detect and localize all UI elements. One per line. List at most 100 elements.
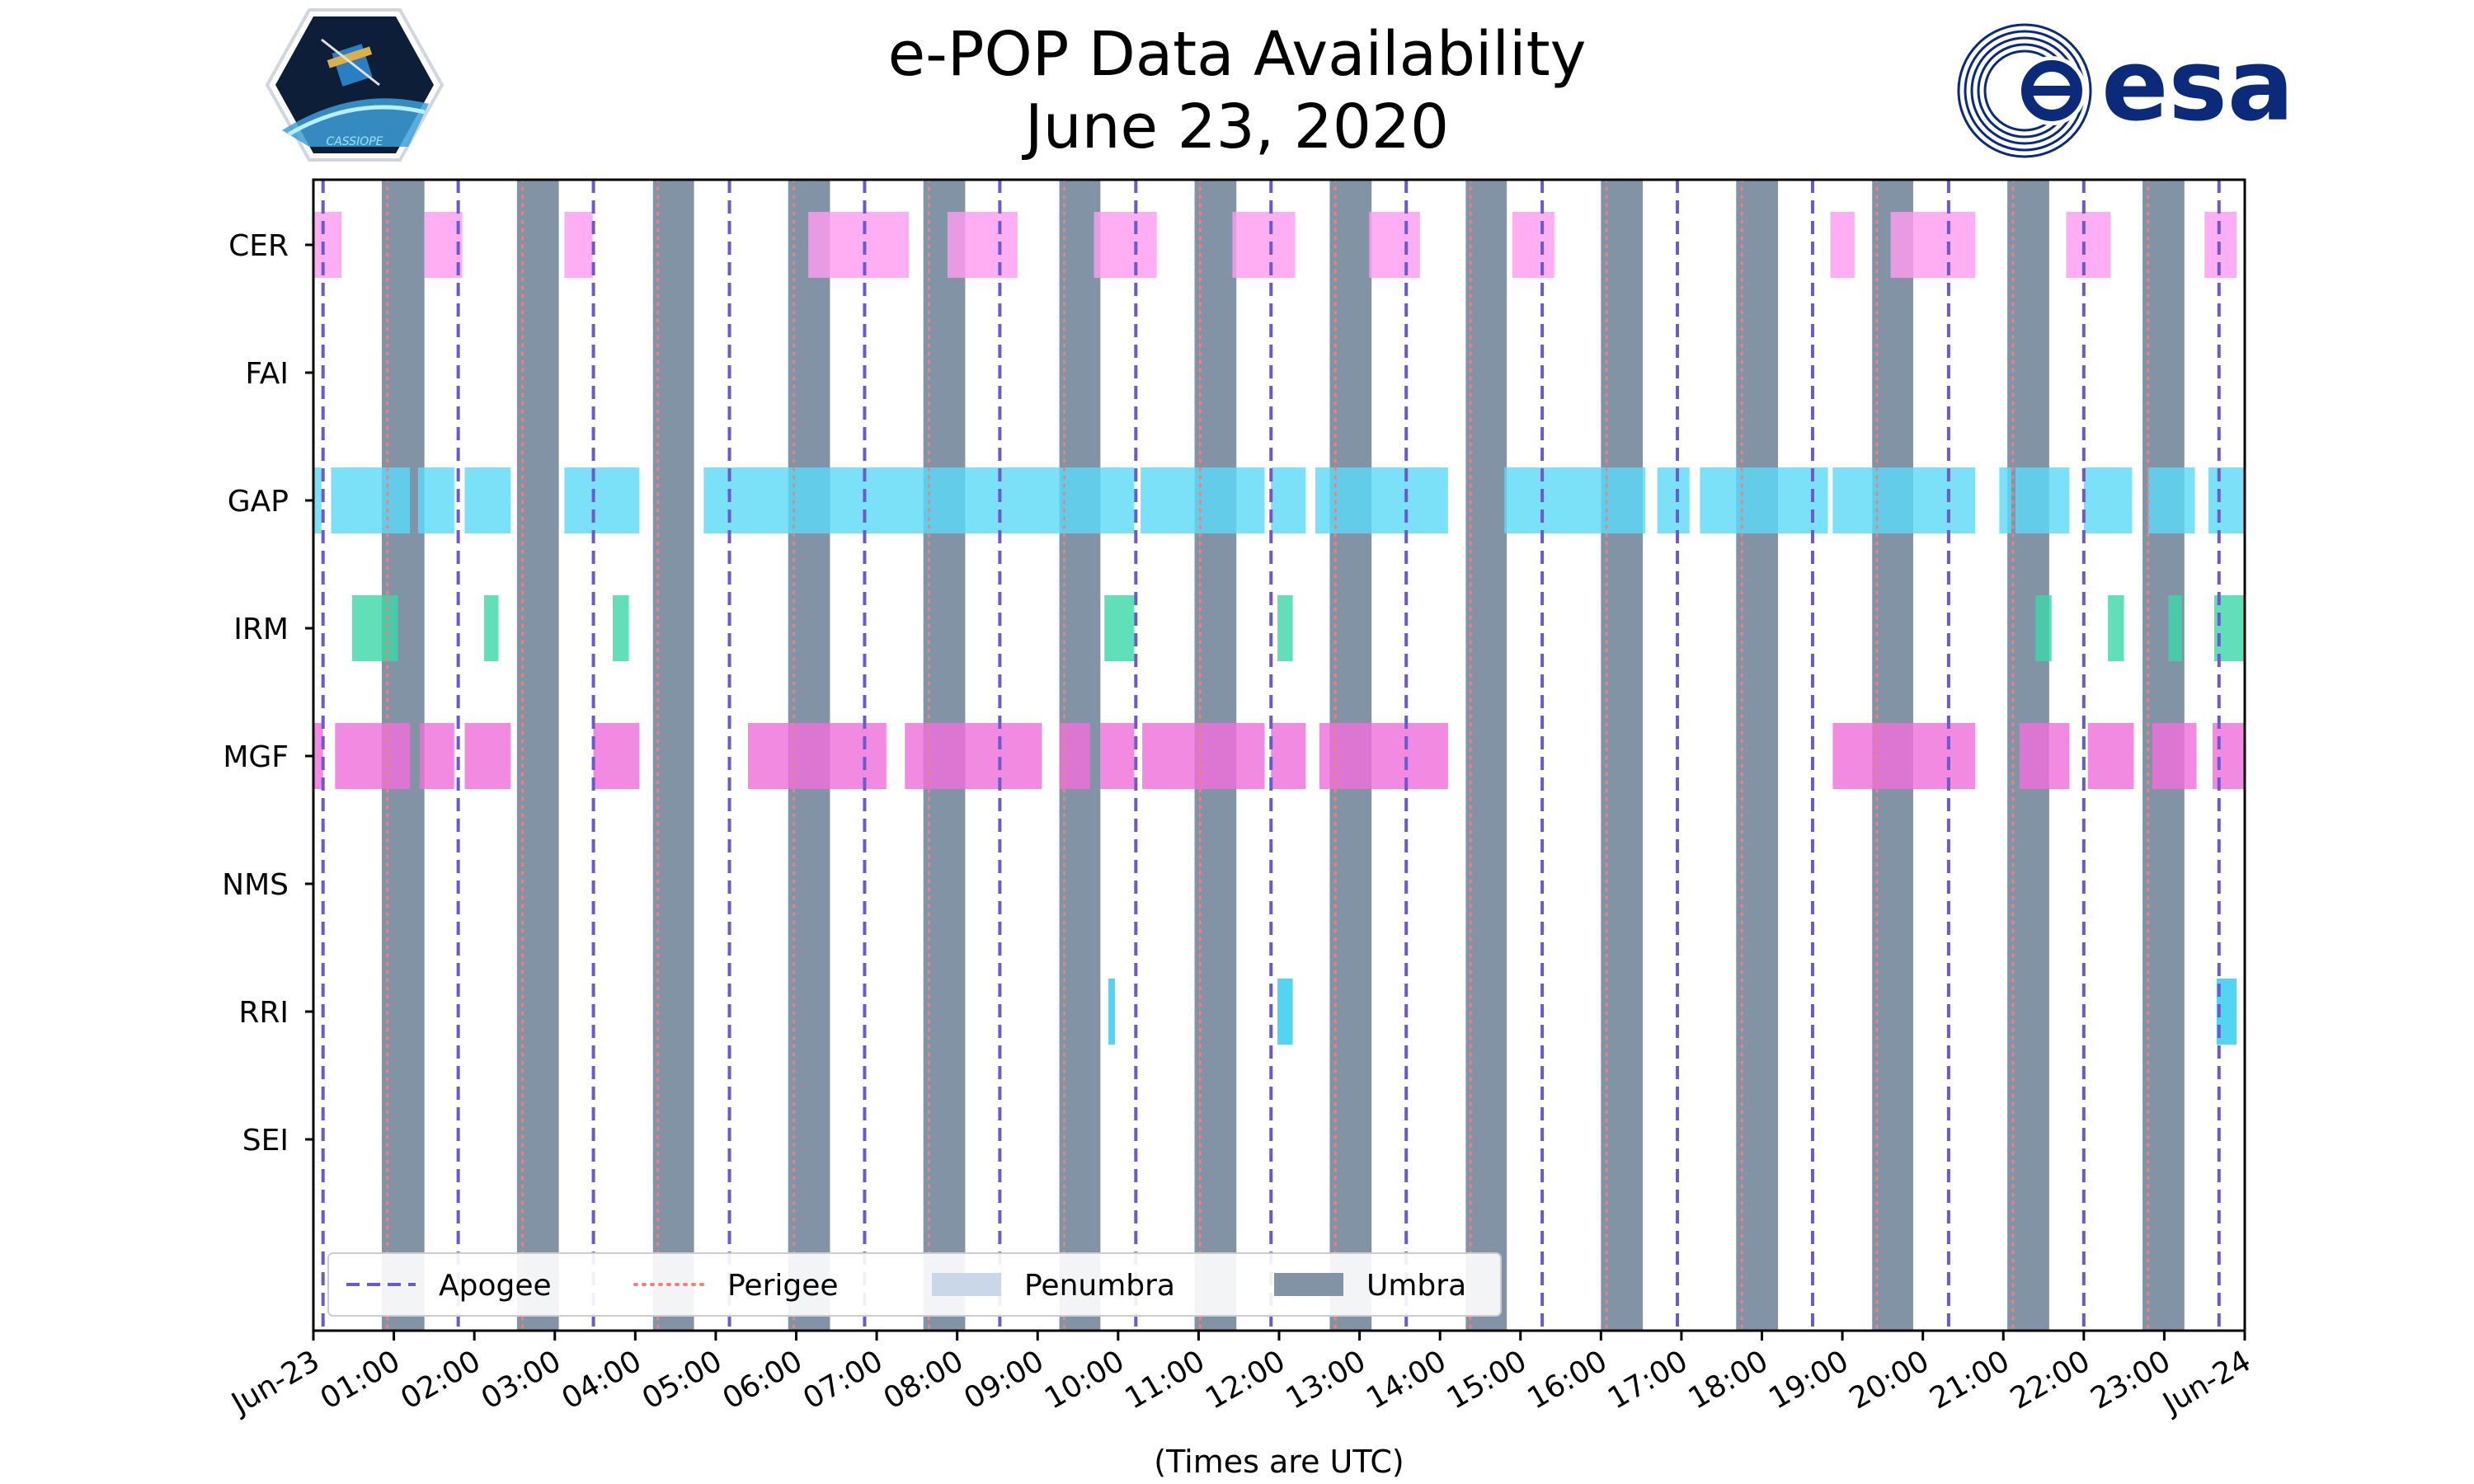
x-tick-label: 14:00	[1361, 1344, 1451, 1416]
availability-bar-irm	[2035, 595, 2052, 661]
y-tick-label: CER	[228, 229, 289, 263]
availability-bar-mgf	[593, 723, 640, 789]
availability-bar-cer	[1830, 212, 1855, 278]
x-tick-label: 09:00	[958, 1344, 1049, 1416]
availability-bar-irm	[1277, 595, 1293, 661]
availability-bar-cer	[1512, 212, 1554, 278]
x-tick-label: 23:00	[2086, 1344, 2176, 1416]
availability-bar-irm	[2108, 595, 2124, 661]
availability-bar-mgf	[419, 723, 454, 789]
availability-bar-irm	[2168, 595, 2182, 661]
availability-bar-cer	[1094, 212, 1157, 278]
umbra-band	[652, 180, 694, 1331]
legend-swatch-umbra	[1274, 1273, 1343, 1296]
availability-bar-mgf	[1142, 723, 1265, 789]
x-tick-label: 15:00	[1442, 1344, 1532, 1416]
legend-label-apogee: Apogee	[439, 1269, 552, 1303]
availability-bar-cer	[313, 212, 342, 278]
availability-bar-gap	[2147, 467, 2195, 533]
availability-bar-cer	[1232, 212, 1296, 278]
availability-bar-gap	[1141, 467, 1265, 533]
availability-bar-cer	[2066, 212, 2111, 278]
chart-title-block: e-POP Data Availability June 23, 2020	[0, 18, 2474, 163]
x-tick-label: 21:00	[1924, 1344, 2015, 1416]
x-tick-label: 11:00	[1120, 1344, 1211, 1416]
x-tick-label: 13:00	[1281, 1344, 1371, 1416]
x-tick-label: 04:00	[556, 1344, 647, 1416]
availability-bar-gap	[313, 467, 322, 533]
availability-bar-mgf	[2152, 723, 2197, 789]
availability-bar-gap	[2208, 467, 2245, 533]
availability-bar-gap	[1271, 467, 1306, 533]
availability-bar-irm	[2213, 595, 2245, 661]
availability-bar-cer	[1369, 212, 1420, 278]
availability-bar-gap	[2083, 467, 2133, 533]
x-tick-label: 05:00	[637, 1344, 727, 1416]
availability-bar-gap	[1700, 467, 1828, 533]
x-tick-label: 01:00	[315, 1344, 406, 1416]
x-axis: Jun-2301:0002:0003:0004:0005:0006:0007:0…	[225, 1331, 2257, 1421]
x-tick-label: 08:00	[878, 1344, 969, 1416]
x-tick-label: 06:00	[717, 1344, 808, 1416]
availability-bar-mgf	[905, 723, 1042, 789]
x-tick-label: 10:00	[1039, 1344, 1130, 1416]
y-tick-label: MGF	[223, 740, 289, 774]
availability-bar-cer	[1890, 212, 1976, 278]
availability-bar-cer	[564, 212, 593, 278]
chart-subtitle: June 23, 2020	[1024, 92, 1450, 162]
x-tick-label: 20:00	[1844, 1344, 1935, 1416]
availability-bar-mgf	[464, 723, 511, 789]
x-tick-label: 19:00	[1763, 1344, 1854, 1416]
availability-bar-gap	[1315, 467, 1448, 533]
umbra-band	[516, 180, 559, 1331]
y-tick-label: GAP	[228, 485, 289, 519]
availability-bar-cer	[947, 212, 1018, 278]
x-tick-label: Jun-23	[225, 1344, 326, 1421]
x-tick-label: 16:00	[1522, 1344, 1612, 1416]
esa-logo-text: esa	[2101, 29, 2294, 143]
availability-bar-gap	[331, 467, 411, 533]
availability-bar-rri	[1277, 979, 1293, 1045]
x-tick-label: 12:00	[1200, 1344, 1291, 1416]
umbra-band	[1736, 180, 1779, 1331]
y-tick-label: NMS	[222, 868, 289, 902]
availability-bar-gap	[1832, 467, 1976, 533]
availability-bar-irm	[351, 595, 398, 661]
availability-bar-gap	[1657, 467, 1690, 533]
legend: Apogee Perigee Penumbra Umbra	[327, 1252, 1502, 1317]
availability-bar-mgf	[1319, 723, 1448, 789]
cassiope-logo-text: CASSIOPE	[326, 135, 383, 148]
x-tick-label: 22:00	[2005, 1344, 2095, 1416]
umbra-band	[1465, 180, 1507, 1331]
availability-bar-irm	[483, 595, 499, 661]
availability-bar-mgf	[1832, 723, 1976, 789]
availability-bar-gap	[464, 467, 511, 533]
availability-bar-mgf	[2087, 723, 2134, 789]
x-tick-label: 07:00	[797, 1344, 888, 1416]
availability-bar-cer	[808, 212, 910, 278]
legend-box	[327, 1252, 1502, 1317]
y-tick-label: RRI	[238, 996, 289, 1030]
y-axis: CER FAI GAP IRM MGF NMS RRI SEI	[222, 229, 313, 1158]
availability-bar-mgf	[2019, 723, 2070, 789]
x-tick-label: Jun-24	[2157, 1344, 2257, 1421]
legend-swatch-penumbra	[932, 1273, 1001, 1296]
availability-bar-mgf	[1271, 723, 1306, 789]
legend-label-perigee: Perigee	[727, 1269, 839, 1303]
availability-bar-gap	[2015, 467, 2070, 533]
availability-bar-gap	[1999, 467, 2012, 533]
availability-bars	[313, 212, 2245, 1045]
availability-bar-gap	[1504, 467, 1646, 533]
availability-bar-mgf	[313, 723, 323, 789]
y-tick-label: FAI	[245, 357, 289, 391]
availability-bar-mgf	[335, 723, 411, 789]
x-tick-label: 17:00	[1602, 1344, 1693, 1416]
availability-bar-gap	[417, 467, 454, 533]
esa-logo: esa	[1957, 23, 2294, 158]
umbra-band	[1601, 180, 1644, 1331]
legend-label-umbra: Umbra	[1366, 1269, 1466, 1303]
x-tick-label: 02:00	[395, 1344, 486, 1416]
availability-bar-mgf	[1100, 723, 1135, 789]
y-tick-label: IRM	[233, 613, 289, 646]
